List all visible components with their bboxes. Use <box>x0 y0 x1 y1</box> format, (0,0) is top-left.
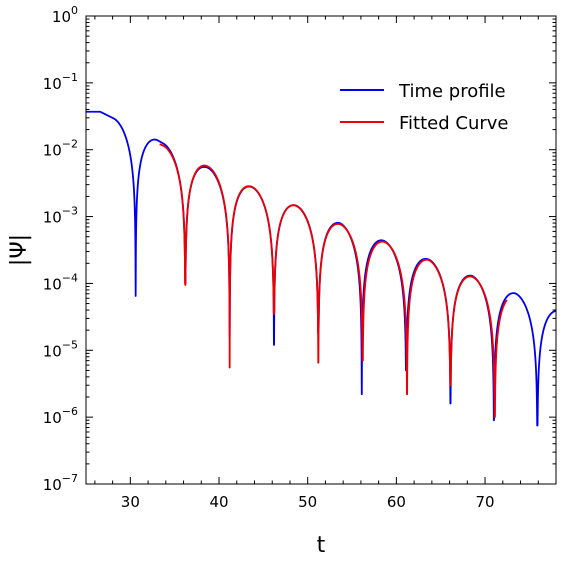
series-line-fitted-curve <box>159 143 508 419</box>
y-tick-label: 10−7 <box>43 472 78 494</box>
x-axis-label: t <box>317 533 326 558</box>
y-tick-label: 10−3 <box>43 205 78 227</box>
y-axis-label: |Ψ| <box>7 234 32 266</box>
x-tick-label: 40 <box>209 493 228 511</box>
ticks-layer <box>86 15 557 485</box>
x-tick-label: 50 <box>298 493 317 511</box>
y-tick-label: 10−6 <box>43 405 78 427</box>
y-tick-label: 10−5 <box>43 338 78 360</box>
x-tick-label: 70 <box>476 493 495 511</box>
y-tick-label: 10−4 <box>43 271 78 293</box>
x-tick-label: 30 <box>121 493 140 511</box>
labels-layer: 30 40 50 60 70 100 10−1 10−2 10−3 10−4 10−5 10−6 10−… <box>7 4 495 558</box>
y-tick-label: 10−2 <box>43 138 78 160</box>
x-tick-label: 60 <box>387 493 406 511</box>
plot-frame <box>85 15 557 485</box>
legend-label: Fitted Curve <box>399 113 509 134</box>
y-tick-label: 10−1 <box>43 71 78 93</box>
legend-label: Time profile <box>398 81 506 102</box>
legend: Time profile Fitted Curve <box>340 81 509 134</box>
y-tick-label: 100 <box>52 4 78 26</box>
series-layer <box>86 110 556 427</box>
